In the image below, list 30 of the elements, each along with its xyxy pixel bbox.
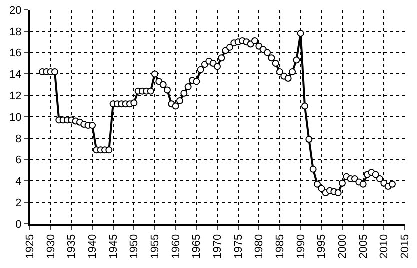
y-tick-label: 14: [10, 69, 22, 82]
y-tick-label: 2: [16, 197, 22, 210]
x-tick-label: 1975: [232, 234, 245, 259]
x-tick-label: 1950: [128, 234, 141, 259]
x-tick-label: 1965: [191, 234, 204, 259]
y-tick-label: 0: [16, 218, 22, 231]
x-tick-label: 1930: [45, 234, 58, 259]
x-tick-label: 1925: [24, 234, 37, 259]
y-tick-label: 12: [10, 90, 22, 102]
x-tick-label: 1990: [295, 234, 308, 259]
x-tick-label: 1970: [212, 234, 224, 259]
y-tick-label: 10: [10, 112, 22, 124]
x-tick-label: 1935: [66, 234, 78, 259]
y-tick-label: 4: [16, 176, 22, 188]
x-tick-label: 1995: [316, 234, 328, 259]
y-tick-label: 20: [10, 4, 22, 17]
y-tick-label: 18: [10, 26, 22, 38]
x-tick-label: 1945: [108, 234, 120, 259]
y-tick-label: 16: [10, 48, 22, 60]
x-tick-label: 1985: [274, 234, 287, 259]
x-tick-label: 2010: [378, 234, 391, 259]
x-tick-label: 2005: [358, 234, 370, 259]
x-tick-label: 2000: [337, 234, 350, 259]
x-tick-label: 2015: [400, 234, 412, 259]
x-tick-label: 1980: [254, 234, 266, 259]
x-tick-label: 1955: [150, 234, 162, 259]
y-tick-label: 8: [16, 133, 22, 146]
y-tick-label: 6: [16, 154, 22, 167]
x-tick-label: 1940: [87, 234, 100, 259]
x-tick-label: 1960: [170, 234, 182, 259]
